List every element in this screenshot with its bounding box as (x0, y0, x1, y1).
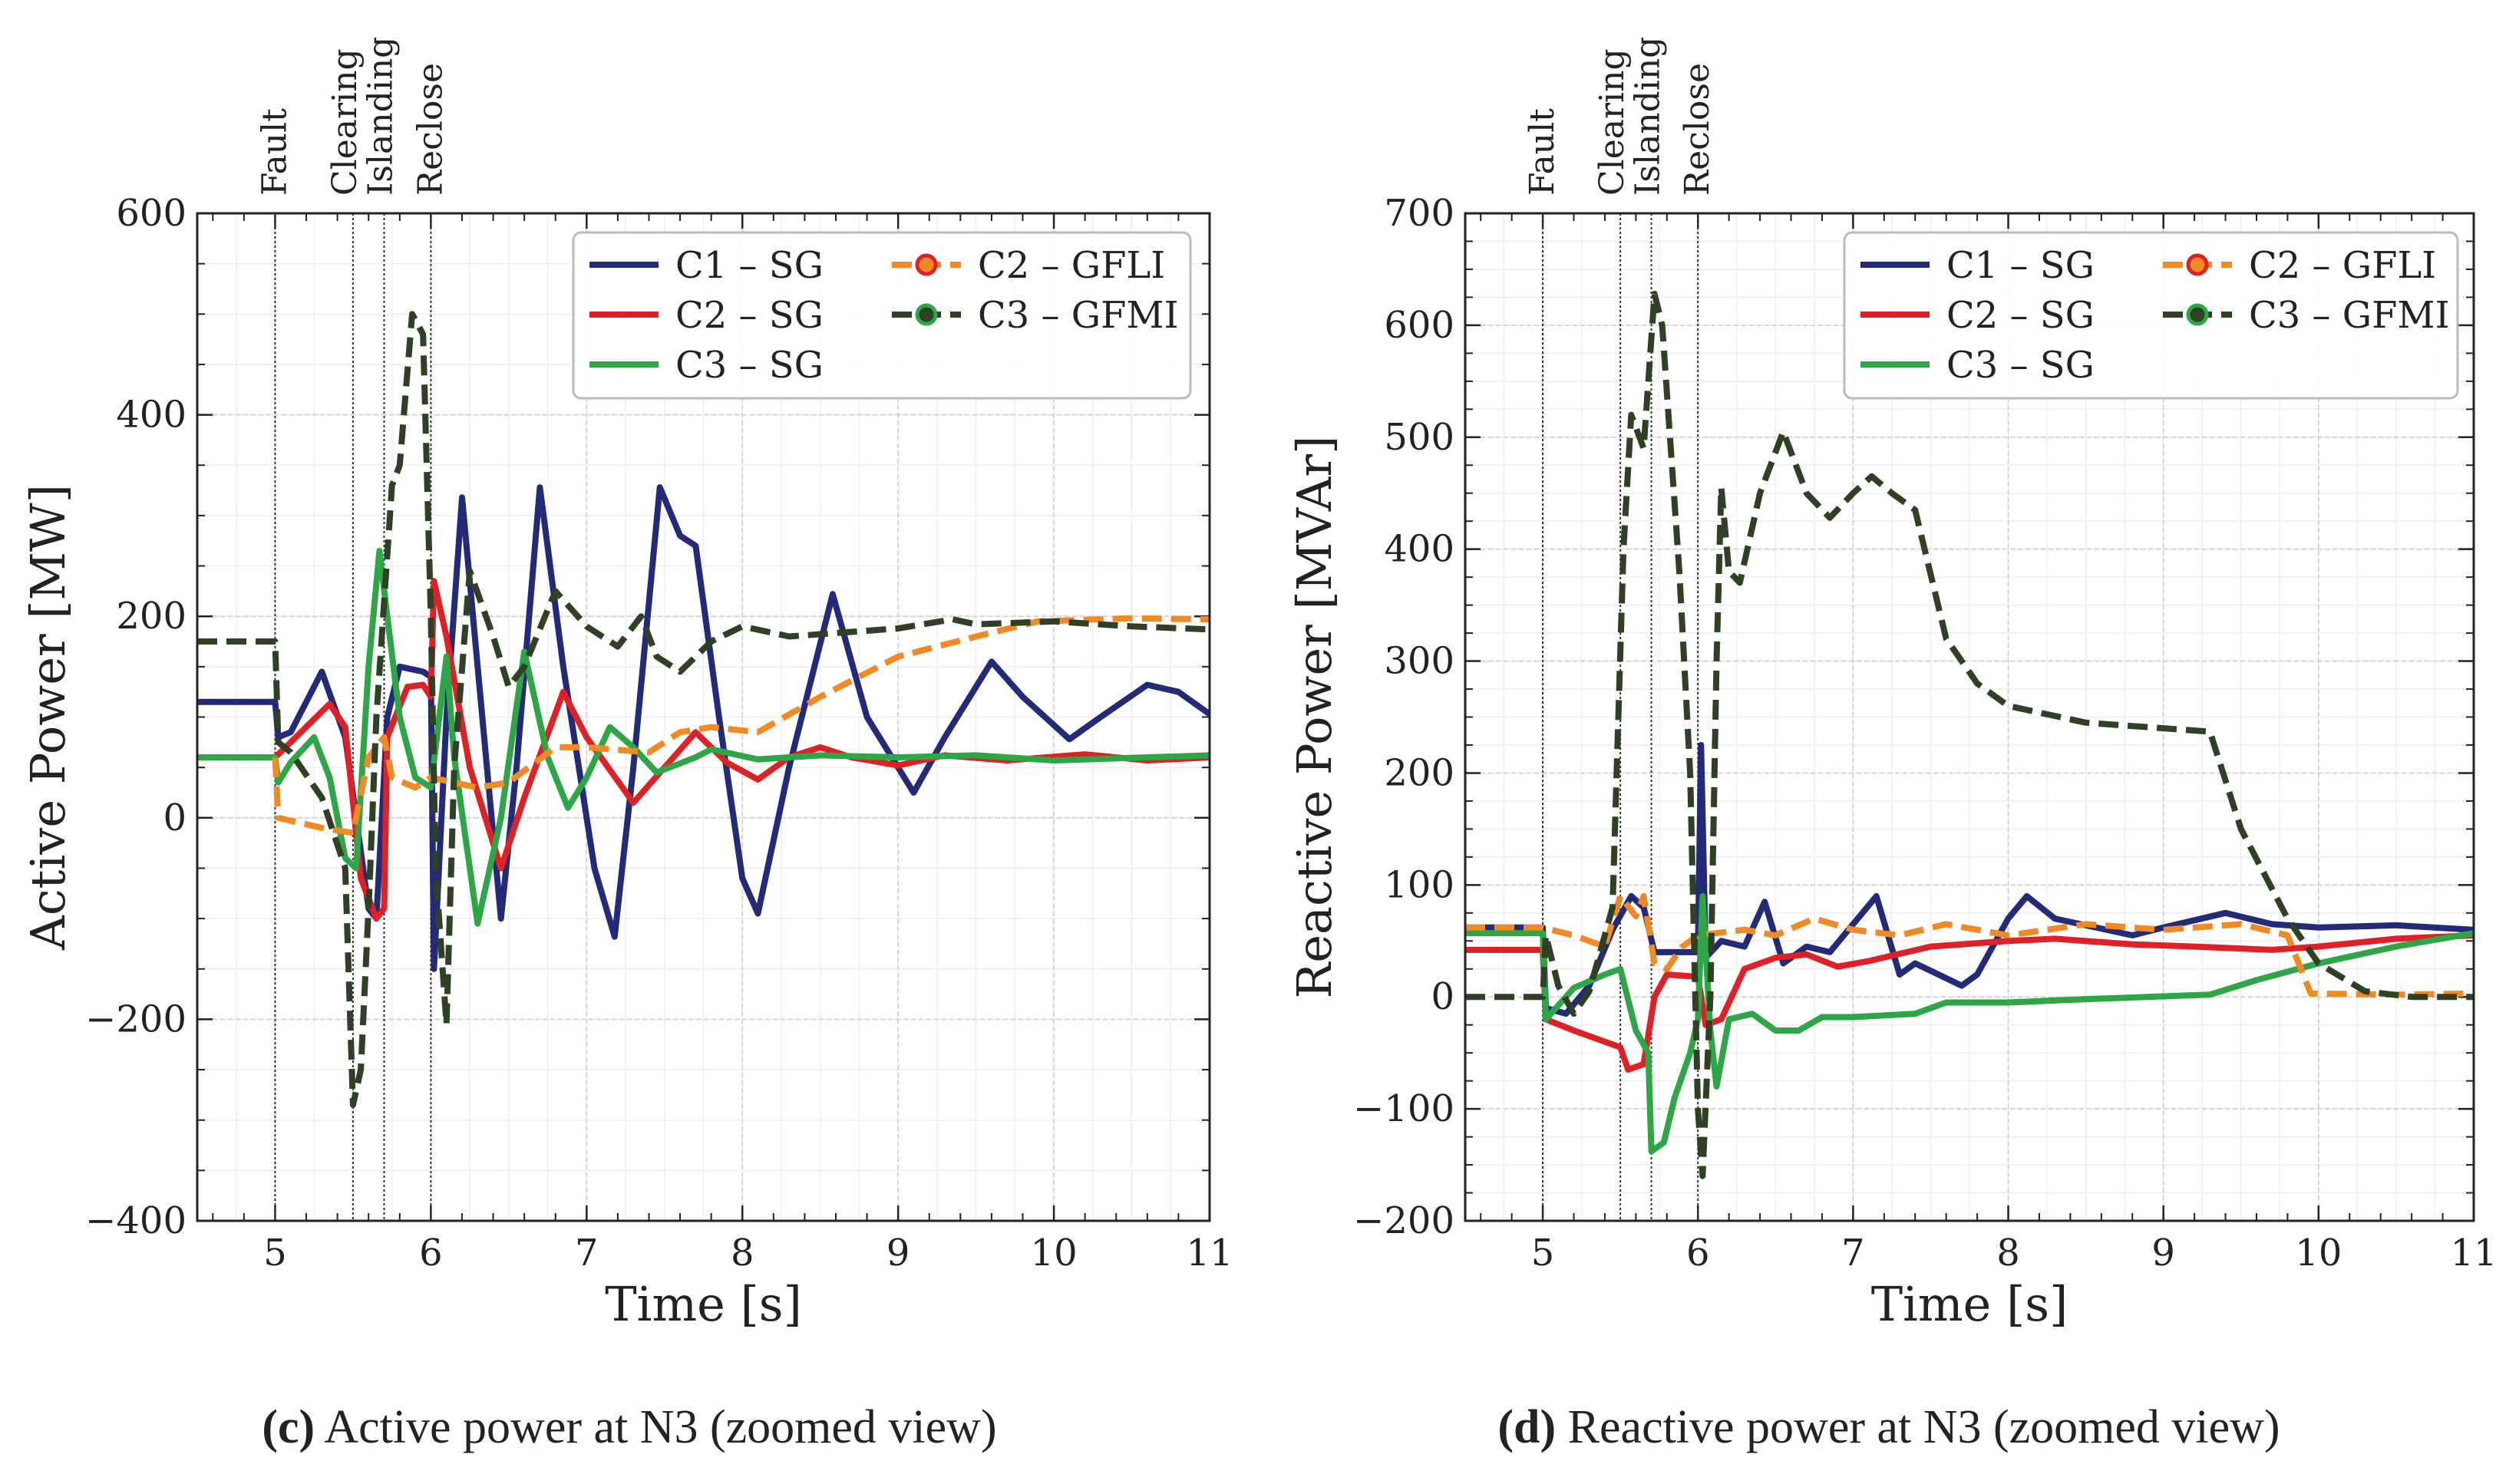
x-tick-label: 6 (419, 1232, 443, 1275)
event-label: Reclose (1678, 63, 1717, 196)
y-tick-label: 100 (1384, 863, 1454, 906)
y-tick-label: 600 (1384, 304, 1454, 347)
legend-label: C3 – GFMI (2249, 294, 2450, 337)
series-line-c2-sg (1465, 932, 2474, 1073)
legend-label: C1 – SG (1946, 244, 2095, 287)
legend-label: C3 – SG (675, 344, 824, 387)
x-axis-label: Time [s] (605, 1276, 802, 1332)
y-tick-label: 0 (163, 796, 187, 839)
y-tick-label: 500 (1384, 416, 1454, 459)
x-tick-label: 7 (1841, 1232, 1865, 1275)
x-tick-label: 11 (1186, 1232, 1233, 1275)
y-tick-label: 400 (1384, 528, 1454, 571)
x-tick-label: 8 (1996, 1232, 2020, 1275)
series-line-c3-gfmi (1465, 291, 2474, 1179)
y-tick-label: 400 (116, 394, 187, 437)
caption-panel-label: (c) (262, 1401, 315, 1453)
series-line-c3-sg (197, 547, 1210, 927)
x-tick-label: 5 (263, 1232, 287, 1275)
caption-panel-label: (d) (1497, 1401, 1557, 1453)
caption-text: Reactive power at N3 (zoomed view) (1567, 1401, 2280, 1453)
reactive-power-chart: 5 6 7 8 9 10 11 −200 −100 0 100 200 300 400 500 600 700 F… (1286, 37, 2498, 1332)
event-label: Clearing (1593, 48, 1632, 196)
legend-marker-icon (2186, 303, 2209, 326)
series-line-c3-gfmi (197, 311, 1210, 1108)
legend-marker-icon (2186, 253, 2209, 276)
x-tick-label: 9 (886, 1232, 910, 1275)
x-tick-label: 10 (2295, 1232, 2342, 1275)
y-tick-label: 200 (116, 595, 187, 638)
legend-marker-icon (915, 253, 938, 276)
legend-label: C3 – SG (1946, 344, 2095, 387)
y-tick-label: −400 (85, 1199, 187, 1242)
series-line-c2-sg (197, 578, 1210, 922)
y-tick-label: 600 (116, 192, 187, 235)
legend: C1 – SG C2 – SG C3 – SG C2 – GFLI C3 – GFMI (1843, 231, 2459, 400)
y-tick-label: −200 (1353, 1199, 1454, 1242)
x-tick-label: 11 (2450, 1232, 2497, 1275)
y-tick-label: 0 (1431, 975, 1454, 1018)
x-tick-label: 9 (2151, 1232, 2175, 1275)
series-line-c2-gfli (1465, 892, 2474, 998)
plot-frame (196, 212, 1211, 1222)
y-tick-label: 200 (1384, 751, 1454, 794)
x-tick-label: 7 (575, 1232, 599, 1275)
x-tick-label: 8 (731, 1232, 754, 1275)
event-label: Fault (255, 108, 294, 196)
series-line-c2-gfli (272, 615, 1210, 836)
caption-d: (d) Reactive power at N3 (zoomed view) (1259, 1400, 2519, 1455)
y-tick-label: −100 (1353, 1087, 1454, 1130)
legend: C1 – SG C2 – SG C3 – SG C2 – GFLI C3 – GFMI (572, 231, 1192, 400)
event-label: Clearing (325, 48, 365, 196)
legend-label: C1 – SG (675, 244, 824, 287)
series-line-c1-sg (1465, 742, 2474, 1017)
legend-marker-icon (915, 303, 938, 326)
event-label: Reclose (411, 63, 450, 196)
y-tick-label: 700 (1384, 192, 1454, 235)
legend-label: C3 – GFMI (978, 294, 1179, 337)
caption-text: Active power at N3 (zoomed view) (324, 1401, 997, 1453)
x-axis-label: Time [s] (1871, 1276, 2068, 1332)
series-line-c3-sg (1465, 892, 2474, 1155)
x-tick-label: 5 (1531, 1232, 1555, 1275)
event-label: Fault (1523, 108, 1562, 196)
legend-label: C2 – GFLI (978, 244, 1165, 287)
event-label: Islanding (1629, 37, 1668, 196)
caption-c: (c) Active power at N3 (zoomed view) (0, 1400, 1259, 1455)
legend-box (572, 231, 1192, 400)
active-power-chart: 5 6 7 8 9 10 11 −400 −200 0 200 400 600 Fault Clearing… (20, 37, 1233, 1332)
y-tick-label: 300 (1384, 640, 1454, 683)
legend-box (1843, 231, 2459, 400)
legend-label: C2 – SG (675, 294, 824, 337)
legend-label: C2 – GFLI (2249, 244, 2436, 287)
y-axis-label: Reactive Power [MVAr] (1286, 436, 1342, 999)
y-axis-label: Active Power [MW] (20, 484, 76, 951)
plot-frame (1464, 212, 2475, 1222)
x-tick-label: 10 (1031, 1232, 1078, 1275)
x-tick-label: 6 (1686, 1232, 1710, 1275)
event-label: Islanding (362, 37, 401, 196)
y-tick-label: −200 (85, 998, 187, 1040)
legend-label: C2 – SG (1946, 294, 2095, 337)
